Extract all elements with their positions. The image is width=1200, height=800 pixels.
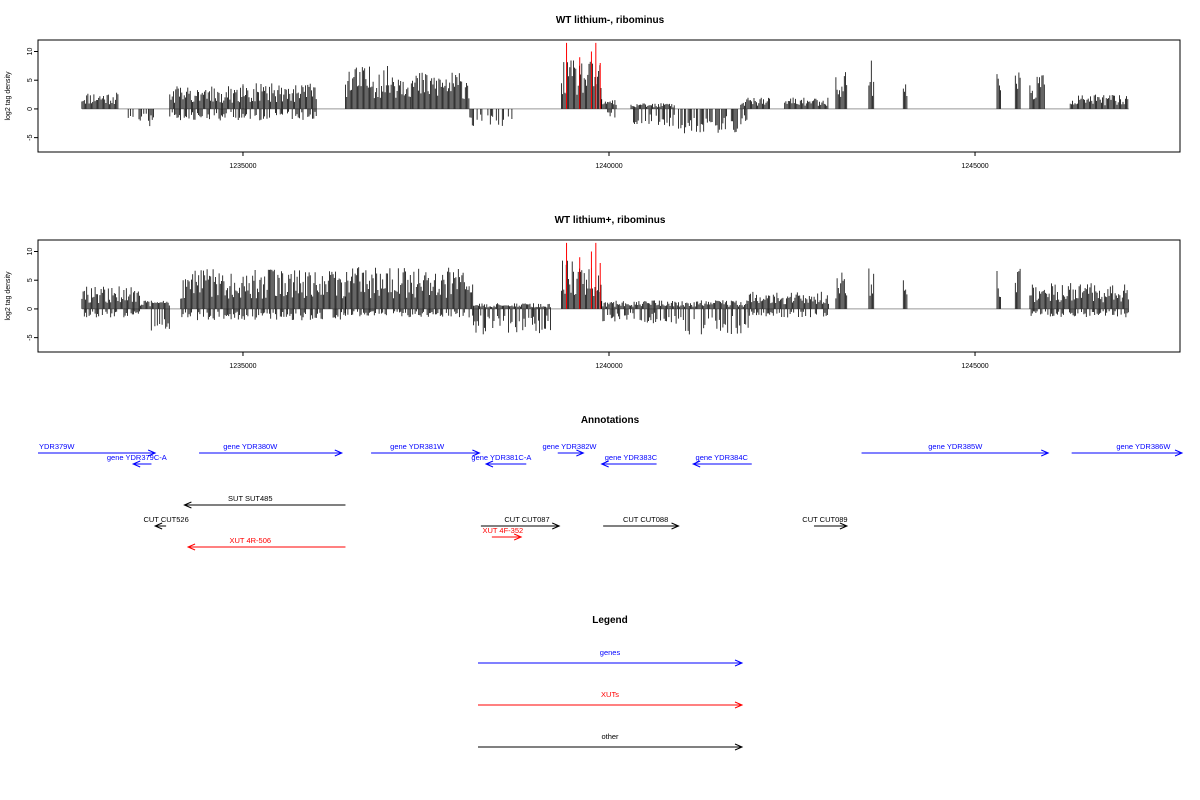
annotation-label: gene YDR380W bbox=[223, 442, 278, 451]
feature-arrowhead bbox=[153, 522, 163, 530]
x-tick-label: 1235000 bbox=[229, 363, 256, 370]
annotation-feature: gene YDR386W bbox=[1071, 442, 1184, 457]
annotation-feature: gene YDR381W bbox=[371, 442, 481, 457]
feature-arrowhead bbox=[734, 659, 744, 667]
annotation-feature: gene YDR384C bbox=[691, 453, 752, 468]
annotation-label: gene YDR383C bbox=[605, 453, 658, 462]
feature-arrowhead bbox=[734, 701, 744, 709]
y-tick-label: -5 bbox=[27, 334, 34, 340]
feature-arrowhead bbox=[186, 543, 196, 551]
feature-arrowhead bbox=[183, 501, 192, 509]
y-tick-label: 10 bbox=[27, 247, 34, 255]
feature-arrowhead bbox=[513, 533, 523, 541]
panel-1-bars bbox=[81, 42, 1129, 134]
feature-arrowhead bbox=[131, 460, 141, 468]
legend-item: genes bbox=[478, 648, 744, 667]
feature-arrowhead bbox=[576, 449, 585, 457]
annotation-label: SUT SUT485 bbox=[228, 494, 272, 503]
feature-arrowhead bbox=[334, 449, 344, 457]
annotation-label: gene YDR385W bbox=[928, 442, 983, 451]
legend-label: other bbox=[601, 732, 619, 741]
annotation-label: CUT CUT089 bbox=[802, 515, 847, 524]
panel-2: WT lithium+, ribominus -5 0 5 10 log2 tag de… bbox=[5, 215, 1181, 370]
legend-label: genes bbox=[600, 648, 621, 657]
annotation-features: YDR379W gene YDR379C-A gene YDR380W gene YD… bbox=[38, 442, 1184, 551]
annotations-title: Annotations bbox=[581, 415, 640, 426]
panel-2-bars bbox=[81, 242, 1129, 335]
feature-arrowhead bbox=[691, 460, 701, 468]
legend-panel: Legend genes XUTs other bbox=[478, 615, 744, 751]
x-tick-label: 1240000 bbox=[595, 363, 622, 370]
annotation-label: CUT CUT088 bbox=[623, 515, 668, 524]
x-tick-label: 1235000 bbox=[229, 163, 256, 170]
annotation-feature: XUT 4F-352 bbox=[482, 526, 523, 541]
annotation-label: gene YDR379C-A bbox=[107, 453, 167, 462]
feature-arrowhead bbox=[734, 743, 744, 751]
y-tick-label: 0 bbox=[27, 107, 34, 111]
feature-arrowhead bbox=[671, 522, 680, 530]
annotation-label: gene YDR381C-A bbox=[471, 453, 531, 462]
annotation-label: XUT 4F-352 bbox=[482, 526, 523, 535]
y-tick-label: 0 bbox=[27, 307, 34, 311]
feature-arrowhead bbox=[552, 522, 561, 530]
annotations-panel: Annotations YDR379W gene YDR379C-A gene YD… bbox=[38, 415, 1184, 551]
feature-arrowhead bbox=[147, 449, 157, 457]
legend-items: genes XUTs other bbox=[478, 648, 744, 751]
feature-arrowhead bbox=[1041, 449, 1050, 457]
annotation-label: gene YDR386W bbox=[1116, 442, 1171, 451]
annotation-label: XUT 4R-506 bbox=[230, 536, 272, 545]
x-tick-label: 1240000 bbox=[595, 163, 622, 170]
annotation-label: gene YDR384C bbox=[696, 453, 749, 462]
feature-arrowhead bbox=[484, 460, 494, 468]
annotation-feature: YDR379W bbox=[38, 442, 157, 457]
legend-item: other bbox=[478, 732, 744, 751]
y-tick-label: 5 bbox=[27, 78, 34, 82]
panel-1: WT lithium-, ribominus -5 0 5 10 log2 tag de… bbox=[5, 15, 1181, 170]
panel-1-title: WT lithium-, ribominus bbox=[556, 15, 665, 26]
annotation-feature: CUT CUT526 bbox=[143, 515, 189, 530]
annotation-feature: gene YDR379C-A bbox=[107, 453, 167, 468]
panel-2-title: WT lithium+, ribominus bbox=[555, 215, 666, 226]
y-tick-label: 5 bbox=[27, 278, 34, 282]
annotation-label: gene YDR382W bbox=[542, 442, 597, 451]
annotation-feature: CUT CUT089 bbox=[802, 515, 849, 530]
y-axis-label: log2 tag density bbox=[5, 271, 12, 321]
panel-1-axes: -5 0 5 10 log2 tag density 1235000 1240000 1245… bbox=[5, 47, 989, 170]
legend-label: XUTs bbox=[601, 690, 619, 699]
x-tick-label: 1245000 bbox=[961, 363, 988, 370]
feature-arrowhead bbox=[472, 449, 481, 457]
legend-title: Legend bbox=[592, 615, 628, 626]
feature-arrowhead bbox=[839, 522, 849, 530]
annotation-feature: XUT 4R-506 bbox=[186, 536, 346, 551]
annotation-feature: gene YDR385W bbox=[861, 442, 1050, 457]
y-axis-label: log2 tag density bbox=[5, 71, 12, 121]
x-tick-label: 1245000 bbox=[961, 163, 988, 170]
legend-item: XUTs bbox=[478, 690, 744, 709]
annotation-feature: gene YDR380W bbox=[199, 442, 344, 457]
panel-2-axes: -5 0 5 10 log2 tag density 1235000 1240000 1245… bbox=[5, 247, 989, 370]
annotation-label: gene YDR381W bbox=[390, 442, 445, 451]
y-tick-label: -5 bbox=[27, 134, 34, 140]
annotation-feature: CUT CUT088 bbox=[603, 515, 680, 530]
annotation-label: YDR379W bbox=[39, 442, 75, 451]
annotation-feature: gene YDR381C-A bbox=[471, 453, 531, 468]
annotation-feature: CUT CUT087 bbox=[480, 515, 561, 530]
annotation-feature: SUT SUT485 bbox=[183, 494, 346, 509]
annotation-feature: gene YDR382W bbox=[542, 442, 597, 457]
y-tick-label: 10 bbox=[27, 47, 34, 55]
feature-arrowhead bbox=[1174, 449, 1184, 457]
annotation-label: CUT CUT087 bbox=[504, 515, 549, 524]
feature-arrowhead bbox=[600, 460, 609, 468]
annotation-feature: gene YDR383C bbox=[600, 453, 658, 468]
annotation-label: CUT CUT526 bbox=[143, 515, 188, 524]
